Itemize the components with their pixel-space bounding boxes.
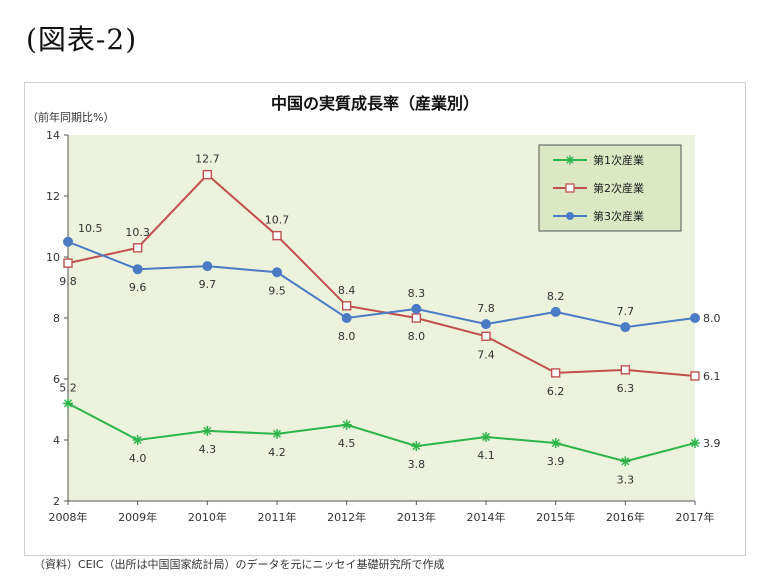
x-tick-label: 2009年 xyxy=(118,510,157,524)
data-point xyxy=(620,365,631,375)
data-point xyxy=(341,301,352,311)
data-point xyxy=(63,258,73,268)
data-point xyxy=(132,243,143,253)
y-tick-label: 4 xyxy=(53,434,60,447)
series-line xyxy=(67,240,696,329)
data-label: 8.0 xyxy=(703,312,721,325)
x-tick-label: 2013年 xyxy=(397,510,436,524)
data-label: 12.7 xyxy=(195,153,220,166)
data-point xyxy=(620,456,631,467)
x-tick-label: 2017年 xyxy=(676,510,715,524)
data-label: 7.4 xyxy=(477,348,495,361)
data-point xyxy=(202,261,213,272)
data-label: 4.3 xyxy=(199,443,217,456)
data-point xyxy=(411,303,422,314)
legend-marker xyxy=(565,155,575,165)
chart-frame: 中国の実質成長率（産業別） （前年同期比%） 2 4 6 8 10 12 14 2008年 20… xyxy=(24,82,746,556)
data-label: 10.5 xyxy=(78,222,103,235)
data-label: 6.3 xyxy=(617,382,635,395)
legend-label: 第3次産業 xyxy=(593,209,644,223)
data-point xyxy=(63,398,73,409)
data-point xyxy=(272,267,282,278)
data-point xyxy=(411,441,422,452)
data-label: 9.5 xyxy=(268,284,286,297)
source-note: （資料）CEIC（出所は中国国家統計局）のデータを元にニッセイ基礎研究所で作成 xyxy=(34,558,445,571)
y-tick-label: 12 xyxy=(46,190,60,203)
data-point xyxy=(690,371,700,381)
data-point xyxy=(481,431,491,442)
x-tick-label: 2010年 xyxy=(188,510,227,524)
data-label: 7.8 xyxy=(477,302,495,315)
y-tick-label: 14 xyxy=(46,129,60,142)
growth-rate-chart: 中国の実質成長率（産業別） （前年同期比%） 2 4 6 8 10 12 14 2008年 20… xyxy=(27,94,721,524)
data-point xyxy=(132,264,143,275)
data-label: 8.3 xyxy=(408,287,426,300)
data-label: 8.2 xyxy=(547,290,565,303)
data-label: 4.1 xyxy=(477,449,495,462)
data-point xyxy=(690,438,700,449)
y-tick-label: 2 xyxy=(53,495,60,508)
data-label: 3.8 xyxy=(408,458,426,471)
x-tick-label: 2015年 xyxy=(536,510,575,524)
data-point xyxy=(411,313,422,323)
legend-label: 第2次産業 xyxy=(593,181,644,195)
data-label: 8.0 xyxy=(408,330,426,343)
x-tick-label: 2014年 xyxy=(467,510,506,524)
data-point xyxy=(481,319,491,330)
data-label: 4.2 xyxy=(268,446,286,459)
data-label: 7.7 xyxy=(617,305,635,318)
x-tick-label: 2016年 xyxy=(606,510,645,524)
data-label: 3.3 xyxy=(617,473,635,486)
y-tick-label: 8 xyxy=(53,312,60,325)
x-tick-label: 2008年 xyxy=(49,510,88,524)
data-point xyxy=(690,313,700,323)
data-label: 10.3 xyxy=(125,226,150,239)
y-axis-label: （前年同期比%） xyxy=(27,110,114,124)
data-point xyxy=(620,322,631,333)
data-point xyxy=(272,428,282,439)
data-point xyxy=(550,368,561,378)
figure-label: (図表-2) xyxy=(26,23,138,56)
chart-title: 中国の実質成長率（産業別） xyxy=(271,94,479,113)
y-tick-label: 6 xyxy=(53,373,60,386)
x-tick-label: 2011年 xyxy=(258,510,297,524)
data-label: 6.2 xyxy=(547,385,565,398)
data-label: 3.9 xyxy=(547,455,565,468)
y-tick-label: 10 xyxy=(46,251,60,264)
series-line xyxy=(67,402,696,463)
data-label: 4.5 xyxy=(338,437,356,450)
data-point xyxy=(550,306,561,317)
series-line xyxy=(67,173,696,377)
data-label: 5.2 xyxy=(59,381,77,394)
data-label: 9.6 xyxy=(129,281,147,294)
legend-marker xyxy=(566,212,574,220)
data-point xyxy=(341,313,352,323)
data-label: 8.4 xyxy=(338,284,356,297)
data-label: 3.9 xyxy=(703,437,721,450)
data-point xyxy=(341,419,352,430)
data-point xyxy=(481,331,491,342)
data-point xyxy=(132,435,143,445)
data-point xyxy=(63,236,73,247)
data-point xyxy=(202,425,213,436)
legend-label: 第1次産業 xyxy=(593,153,644,167)
data-label: 6.1 xyxy=(703,370,721,383)
data-point xyxy=(202,169,213,180)
data-point xyxy=(272,230,282,241)
data-label: 8.0 xyxy=(338,330,356,343)
data-label: 9.7 xyxy=(199,278,217,291)
legend-marker xyxy=(565,183,575,193)
data-point xyxy=(550,438,561,449)
data-label: 4.0 xyxy=(129,452,147,465)
x-tick-label: 2012年 xyxy=(327,510,366,524)
data-label: 9.8 xyxy=(59,275,77,288)
data-label: 10.7 xyxy=(265,214,290,227)
